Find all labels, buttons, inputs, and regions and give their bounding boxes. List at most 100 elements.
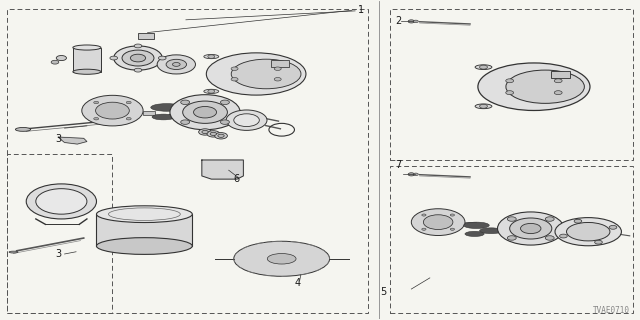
Circle shape: [93, 101, 99, 104]
Ellipse shape: [231, 59, 301, 89]
Ellipse shape: [465, 231, 484, 236]
Ellipse shape: [131, 54, 146, 62]
Ellipse shape: [497, 212, 564, 245]
Ellipse shape: [151, 104, 182, 111]
Ellipse shape: [169, 112, 196, 119]
Polygon shape: [202, 160, 243, 179]
Circle shape: [274, 67, 281, 70]
Ellipse shape: [97, 206, 192, 222]
Circle shape: [422, 214, 426, 216]
Text: 5: 5: [381, 287, 387, 297]
Text: TVAE0710: TVAE0710: [593, 306, 630, 315]
Circle shape: [202, 130, 208, 133]
Circle shape: [422, 228, 426, 230]
Ellipse shape: [95, 102, 129, 119]
Ellipse shape: [152, 114, 175, 120]
Circle shape: [450, 228, 454, 230]
Circle shape: [180, 120, 189, 124]
Ellipse shape: [234, 114, 259, 126]
Circle shape: [220, 100, 229, 105]
Circle shape: [413, 20, 419, 23]
Ellipse shape: [26, 184, 97, 219]
Circle shape: [208, 55, 215, 58]
Ellipse shape: [520, 223, 541, 234]
Circle shape: [207, 131, 220, 137]
Ellipse shape: [36, 189, 87, 214]
Circle shape: [413, 173, 419, 176]
Circle shape: [508, 217, 516, 221]
Bar: [551, 71, 570, 78]
Circle shape: [93, 117, 99, 120]
Circle shape: [450, 214, 454, 216]
Ellipse shape: [234, 241, 330, 276]
Ellipse shape: [73, 69, 101, 74]
Circle shape: [134, 68, 142, 72]
Circle shape: [274, 77, 281, 81]
Ellipse shape: [566, 222, 610, 241]
Circle shape: [545, 217, 554, 221]
Ellipse shape: [506, 70, 584, 103]
Bar: [143, 111, 156, 115]
Ellipse shape: [475, 65, 492, 69]
Ellipse shape: [412, 209, 465, 236]
Ellipse shape: [193, 107, 216, 118]
Ellipse shape: [15, 127, 31, 131]
Circle shape: [210, 132, 216, 135]
Ellipse shape: [82, 95, 143, 126]
Text: 7: 7: [396, 160, 402, 170]
Bar: [271, 60, 289, 67]
Circle shape: [126, 117, 131, 120]
Ellipse shape: [478, 63, 590, 110]
Text: 3: 3: [55, 249, 61, 259]
Circle shape: [110, 56, 118, 60]
Ellipse shape: [464, 222, 489, 228]
Circle shape: [208, 90, 215, 93]
Ellipse shape: [73, 45, 101, 50]
Ellipse shape: [479, 228, 502, 234]
Text: 1: 1: [358, 5, 364, 15]
Circle shape: [198, 129, 211, 135]
Bar: [390, 9, 633, 160]
Ellipse shape: [9, 251, 18, 253]
Ellipse shape: [424, 215, 453, 229]
Ellipse shape: [555, 218, 621, 246]
Bar: [97, 214, 192, 246]
Circle shape: [231, 67, 238, 70]
Circle shape: [554, 79, 562, 83]
Circle shape: [159, 56, 166, 60]
Bar: [138, 33, 154, 39]
Bar: [465, 222, 476, 226]
Text: 6: 6: [234, 174, 240, 184]
Ellipse shape: [114, 46, 163, 70]
Circle shape: [506, 79, 513, 83]
Ellipse shape: [97, 238, 192, 254]
Ellipse shape: [170, 95, 240, 130]
Circle shape: [218, 134, 224, 137]
Circle shape: [408, 20, 415, 23]
Ellipse shape: [206, 53, 306, 95]
Text: 2: 2: [396, 16, 402, 27]
Circle shape: [574, 219, 582, 223]
Ellipse shape: [166, 59, 186, 69]
Ellipse shape: [226, 110, 267, 130]
Circle shape: [545, 236, 554, 240]
Ellipse shape: [204, 89, 219, 93]
Circle shape: [51, 60, 59, 64]
Circle shape: [173, 62, 180, 66]
Circle shape: [595, 240, 602, 244]
Circle shape: [554, 91, 562, 95]
Ellipse shape: [122, 50, 154, 66]
Circle shape: [214, 132, 227, 139]
Bar: [73, 48, 101, 72]
Circle shape: [508, 236, 516, 240]
Text: 4: 4: [294, 278, 301, 288]
Bar: [7, 9, 368, 313]
Ellipse shape: [475, 104, 492, 109]
Circle shape: [609, 225, 617, 229]
Ellipse shape: [268, 253, 296, 264]
Circle shape: [138, 247, 151, 253]
Circle shape: [479, 65, 488, 69]
Circle shape: [220, 120, 229, 124]
Ellipse shape: [182, 101, 227, 123]
Circle shape: [506, 91, 513, 95]
